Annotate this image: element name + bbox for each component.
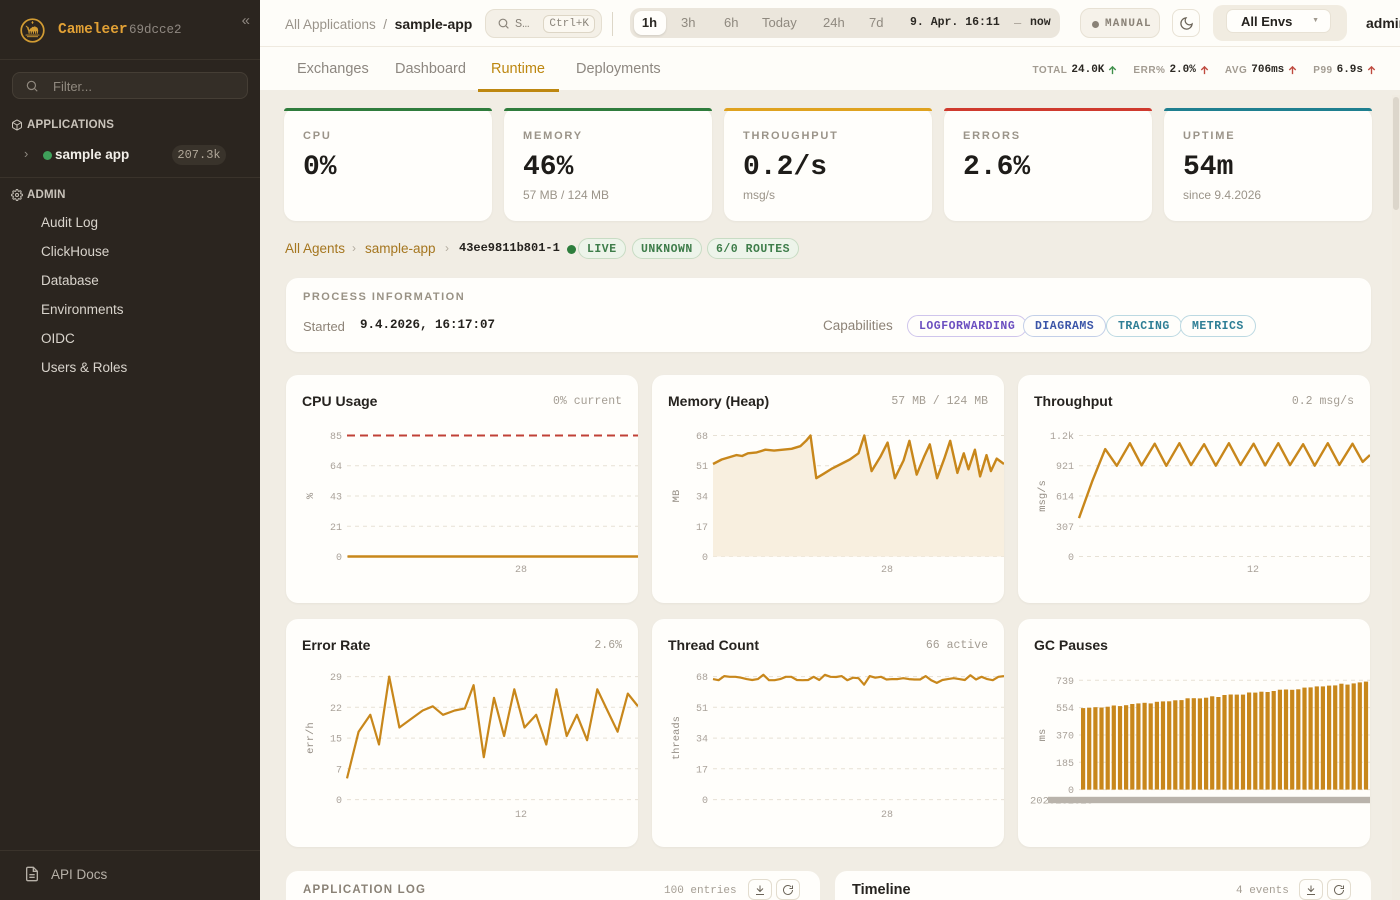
svg-text:28: 28 (515, 565, 527, 576)
svg-text:1.2k: 1.2k (1050, 431, 1074, 443)
svg-text:7: 7 (336, 765, 342, 776)
svg-text:17: 17 (696, 765, 708, 776)
svg-text:msg/s: msg/s (1037, 480, 1049, 512)
svg-text:68: 68 (696, 673, 708, 684)
svg-text:12: 12 (515, 810, 527, 821)
svg-text:%: % (305, 492, 317, 499)
svg-text:21: 21 (330, 523, 342, 534)
svg-text:51: 51 (696, 704, 708, 715)
svg-text:739: 739 (1056, 677, 1074, 688)
svg-text:12: 12 (1247, 565, 1259, 576)
svg-text:17: 17 (696, 523, 708, 534)
svg-text:threads: threads (671, 716, 683, 760)
svg-text:51: 51 (696, 462, 708, 473)
svg-text:43: 43 (330, 493, 342, 504)
svg-text:68: 68 (696, 432, 708, 443)
svg-text:0: 0 (702, 553, 708, 564)
svg-text:MB: MB (671, 490, 683, 503)
svg-text:15: 15 (330, 735, 342, 746)
svg-text:614: 614 (1056, 493, 1074, 504)
svg-text:921: 921 (1056, 462, 1074, 473)
svg-text:85: 85 (330, 432, 342, 443)
svg-text:34: 34 (696, 735, 708, 746)
svg-text:29: 29 (330, 673, 342, 684)
svg-text:0: 0 (1068, 553, 1074, 564)
svg-text:185: 185 (1056, 759, 1074, 770)
svg-text:34: 34 (696, 493, 708, 504)
svg-text:0: 0 (336, 553, 342, 564)
svg-text:22: 22 (330, 704, 342, 715)
svg-text:370: 370 (1056, 732, 1074, 743)
svg-text:ms: ms (1037, 729, 1049, 742)
svg-text:0: 0 (336, 796, 342, 807)
svg-text:307: 307 (1056, 523, 1074, 534)
svg-text:0: 0 (702, 796, 708, 807)
svg-text:err/h: err/h (305, 722, 317, 754)
svg-text:28: 28 (881, 810, 893, 821)
svg-text:0: 0 (1068, 786, 1074, 797)
svg-text:64: 64 (330, 462, 342, 473)
svg-text:28: 28 (881, 565, 893, 576)
svg-text:554: 554 (1056, 704, 1074, 715)
